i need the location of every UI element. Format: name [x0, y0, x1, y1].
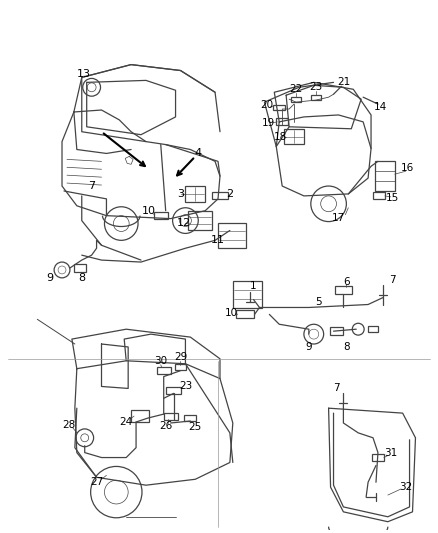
- Text: 21: 21: [337, 77, 350, 87]
- Text: 4: 4: [195, 149, 202, 158]
- Bar: [284, 130, 304, 144]
- Bar: [175, 364, 187, 370]
- Text: 17: 17: [332, 213, 345, 223]
- Text: 27: 27: [90, 477, 103, 487]
- Bar: [368, 326, 378, 332]
- Text: 10: 10: [225, 309, 238, 318]
- Text: 18: 18: [274, 132, 287, 142]
- Text: 28: 28: [62, 420, 75, 430]
- Bar: [335, 286, 352, 294]
- Text: 16: 16: [401, 163, 414, 173]
- Text: 11: 11: [211, 236, 225, 245]
- Bar: [233, 281, 262, 309]
- Text: 20: 20: [260, 100, 273, 110]
- Text: 15: 15: [386, 193, 399, 203]
- Bar: [311, 95, 321, 100]
- Text: 32: 32: [399, 482, 412, 492]
- Text: 9: 9: [46, 273, 54, 283]
- Bar: [218, 223, 246, 248]
- Text: 31: 31: [384, 448, 397, 458]
- Text: 29: 29: [174, 352, 187, 362]
- Text: 7: 7: [333, 383, 340, 393]
- Text: 7: 7: [88, 181, 95, 191]
- Bar: [157, 367, 171, 374]
- Bar: [212, 192, 228, 199]
- Bar: [166, 387, 181, 394]
- Text: 6: 6: [343, 277, 350, 287]
- Bar: [154, 212, 168, 219]
- Bar: [131, 410, 149, 422]
- Text: 24: 24: [120, 417, 133, 427]
- Text: 13: 13: [77, 69, 91, 79]
- Text: 9: 9: [306, 342, 312, 352]
- Text: 5: 5: [315, 296, 322, 306]
- Text: 23: 23: [179, 382, 192, 391]
- Text: 3: 3: [177, 189, 184, 199]
- Bar: [184, 415, 196, 421]
- Text: 10: 10: [142, 206, 156, 216]
- Text: 25: 25: [189, 422, 202, 432]
- Text: 2: 2: [226, 189, 233, 199]
- Bar: [74, 264, 86, 272]
- Bar: [375, 161, 395, 191]
- Bar: [373, 192, 385, 199]
- Text: 14: 14: [374, 102, 388, 112]
- Text: 26: 26: [159, 421, 172, 431]
- Text: 23: 23: [309, 82, 322, 92]
- Bar: [185, 186, 205, 202]
- Bar: [276, 118, 288, 125]
- Text: 22: 22: [290, 84, 303, 94]
- Bar: [329, 327, 343, 335]
- Bar: [236, 310, 254, 318]
- Text: 30: 30: [154, 356, 167, 366]
- Text: 1: 1: [250, 281, 257, 291]
- Text: 19: 19: [262, 118, 275, 128]
- Bar: [273, 104, 285, 109]
- Text: 8: 8: [343, 342, 350, 352]
- Text: 12: 12: [177, 217, 191, 228]
- Bar: [164, 413, 177, 419]
- Text: 8: 8: [78, 273, 85, 283]
- Bar: [372, 454, 384, 461]
- Bar: [291, 96, 301, 102]
- Text: 7: 7: [389, 275, 396, 285]
- Bar: [188, 211, 212, 230]
